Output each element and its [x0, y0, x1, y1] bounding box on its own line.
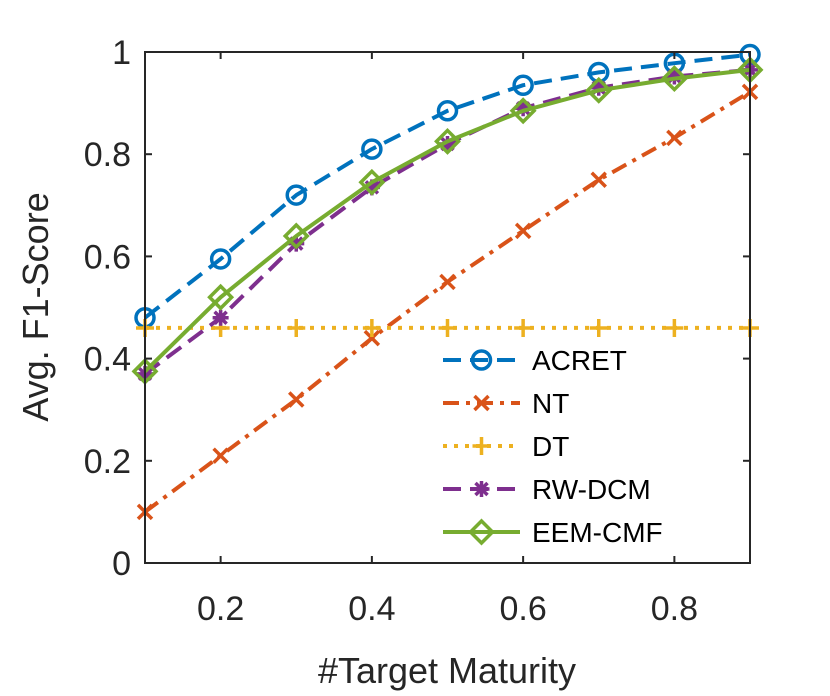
y-tick-label: 0.2 — [84, 443, 131, 481]
data-point-rw-dcm — [212, 309, 229, 326]
y-tick-label: 0.8 — [84, 136, 131, 174]
x-tick-label: 0.6 — [499, 590, 546, 628]
data-point-acret — [512, 74, 534, 96]
data-point-eem-cmf — [282, 222, 310, 250]
legend-entry-eem-cmf: EEM-CMF — [443, 517, 663, 548]
legend-entry-rw-dcm: RW-DCM — [443, 474, 651, 505]
legend-marker — [473, 481, 490, 497]
data-point-eem-cmf — [585, 76, 613, 104]
legend: ACRET NT DT RW-DCM EEM-CMF — [443, 345, 663, 548]
legend-marker — [473, 394, 490, 412]
legend-marker — [472, 437, 491, 455]
data-point-dt — [438, 318, 457, 337]
series-eem-cmf — [131, 56, 764, 385]
data-point-nt — [439, 273, 456, 291]
data-point-dt — [362, 318, 381, 337]
legend-label: RW-DCM — [532, 474, 651, 505]
y-tick-label: 0.6 — [84, 238, 131, 276]
data-point-rw-dcm — [363, 179, 380, 196]
x-tick-label: 0.2 — [197, 590, 244, 628]
data-point-rw-dcm — [288, 235, 305, 252]
legend-marker — [468, 518, 495, 546]
series-line-eem-cmf — [143, 67, 751, 373]
legend-label: DT — [532, 431, 569, 462]
data-point-nt — [363, 329, 381, 347]
data-point-acret — [361, 138, 383, 160]
data-point-dt — [287, 318, 306, 337]
data-point-nt — [288, 391, 305, 408]
data-point-rw-dcm — [590, 79, 607, 96]
legend-entry-acret: ACRET — [443, 345, 627, 376]
y-tick-label: 0 — [112, 545, 131, 583]
data-point-eem-cmf — [434, 127, 461, 155]
series-nt — [136, 83, 759, 521]
x-axis-label: #Target Maturity — [318, 650, 576, 691]
data-point-rw-dcm — [666, 68, 683, 85]
legend-label: ACRET — [532, 345, 627, 376]
legend-entry-nt: NT — [443, 388, 569, 419]
x-tick-label: 0.4 — [348, 590, 395, 628]
tick-layer: 0 0.2 0.4 0.6 0.8 1 0.2 0.4 0.6 0.8 — [84, 34, 750, 628]
series-line-acret — [143, 52, 751, 320]
legend-label: NT — [532, 388, 569, 419]
data-point-nt — [212, 447, 229, 464]
legend-label: EEM-CMF — [532, 517, 663, 548]
y-tick-label: 0.4 — [84, 341, 131, 379]
series-layer — [131, 43, 764, 521]
data-point-rw-dcm — [515, 100, 532, 117]
data-point-eem-cmf — [509, 97, 537, 125]
x-tick-label: 0.8 — [651, 590, 698, 628]
data-point-acret — [436, 100, 459, 122]
data-point-rw-dcm — [439, 135, 456, 152]
data-point-dt — [589, 318, 608, 337]
data-point-nt — [590, 171, 607, 188]
legend-entry-dt: DT — [443, 431, 569, 462]
data-point-eem-cmf — [207, 283, 235, 311]
data-point-acret — [209, 248, 232, 270]
legend-marker — [470, 349, 493, 371]
data-point-nt — [514, 222, 532, 240]
data-point-acret — [285, 184, 307, 206]
series-dt — [136, 318, 759, 337]
data-point-dt — [514, 318, 533, 337]
y-tick-label: 1 — [112, 34, 131, 72]
data-point-eem-cmf — [660, 65, 688, 93]
data-point-eem-cmf — [358, 168, 386, 196]
y-axis-label: Avg. F1-Score — [15, 192, 56, 421]
data-point-dt — [665, 318, 684, 337]
data-point-nt — [666, 129, 683, 147]
plot-frame — [144, 51, 751, 564]
